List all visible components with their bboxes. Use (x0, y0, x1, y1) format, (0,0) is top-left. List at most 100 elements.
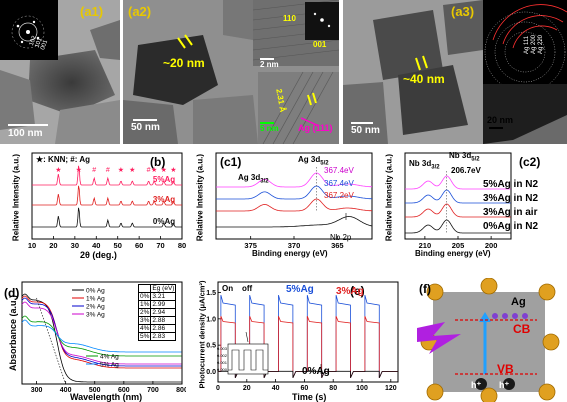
hole-label-1: h⁺ (471, 380, 482, 390)
series-label-5ag: 5%Ag (286, 284, 314, 295)
table-cell: 2.83 (150, 332, 177, 341)
x-tick-label-b: 20 (49, 241, 57, 250)
table-cell: 2.88 (150, 316, 177, 325)
inset-series-e (228, 349, 268, 371)
table-cell: 2.86 (150, 324, 177, 333)
electron-dot (502, 313, 508, 319)
table-cell: 2% (137, 308, 152, 317)
peak-marker-b: ★ (151, 166, 157, 174)
scale-bar-a3 (351, 122, 373, 124)
x-tick-label-d: 300 (31, 387, 43, 394)
inset-pointer (245, 331, 249, 343)
mechanism-diagram (417, 278, 560, 402)
panel-a2: (a2) ~20 nm 110 001 2 nm 2.31 Å Ag (111)… (123, 0, 339, 144)
table-cell: 3% (137, 316, 152, 325)
xps-nb-series-2 (405, 203, 511, 218)
energy-label-1: 367.2eV (324, 191, 354, 200)
x-axis-label-b: 2θ (deg.) (80, 250, 117, 260)
legend-label-d: 0% Ag (86, 288, 105, 295)
table-row: 3% 2.88 (137, 316, 177, 325)
ag-nanoparticle (542, 333, 560, 351)
y-tick-label-e: 0.0 (206, 369, 216, 376)
xps-ag-chart: 375 370 365 (215, 152, 373, 250)
x-tick-label-b: 70 (156, 241, 164, 250)
xrd-series-1 (32, 185, 182, 206)
ag-nanoparticle (538, 283, 556, 301)
fft-label-110: 110 (283, 14, 296, 23)
vb-label: VB (497, 362, 514, 376)
y-axis-label-e: Photocurrent density (μA/cm²) (197, 280, 207, 389)
on-label: On (222, 284, 234, 293)
x-axis-label-c1: Binding energy (eV) (252, 249, 328, 258)
peak-marker-b: # (92, 167, 96, 174)
x-tick-label-b: 50 (114, 241, 122, 250)
peak-label-text: Ag 3d (238, 173, 261, 182)
inset-y-tick-label-e: 0.000 (217, 367, 228, 372)
series-label-c2-1: 3%Ag in N2 (483, 193, 539, 204)
peak-label-sub: 3/2 (260, 178, 269, 185)
inset2-scale-bar-a2 (260, 122, 274, 124)
uvvis-series-3 (21, 301, 182, 365)
particle-size-a2: ~20 nm (163, 56, 205, 70)
peak-marker-b: ★ (118, 166, 124, 174)
legend-label-d: 2% Ag (86, 304, 105, 311)
panel-c2: 210 205 200 Relative Intensity (a.u.) Bind… (379, 145, 567, 263)
series-label-c2-0: 5%Ag in N2 (483, 179, 539, 190)
ag-plane-label: Ag (111) (298, 123, 333, 133)
xps-ag-series-0 (216, 172, 373, 188)
inset-y-tick-label-e: 0.002 (217, 353, 228, 358)
peak-label-nb52: Nb 3d5/2 (449, 151, 480, 163)
inset-scale-label-a3: 20 nm (487, 115, 514, 125)
peak-marker-b: ★ (76, 166, 82, 174)
peak-marker-b: ★ (170, 166, 176, 174)
peak-marker-b: ★ (129, 166, 135, 174)
x-tick-label-c1: 365 (331, 241, 344, 250)
x-axis-label-d: Wavelength (nm) (70, 392, 143, 402)
peak-label-nb32: Nb 3d3/2 (409, 159, 440, 171)
plot-frame (31, 152, 183, 240)
table-cell: 4% (137, 324, 152, 333)
electron-dot (492, 313, 498, 319)
peak-label-sub: 5/2 (320, 160, 329, 167)
xps-nb-series-3 (405, 219, 511, 234)
uvvis-series-2 (21, 297, 182, 367)
ag-particles (420, 278, 560, 402)
ag-nanoparticle (426, 383, 444, 401)
panel-e: 0 20 40 60 80 100 120 1.5 1.0 0.5 0.0 0.003 0.002 0.0… (190, 278, 402, 402)
tangent-line (36, 297, 66, 385)
scale-bar-a1 (8, 124, 48, 126)
nb2p-label: Nb 2p (330, 233, 352, 242)
panel-label-d: (d) (4, 286, 20, 300)
inset-frame-e (227, 343, 269, 375)
x-tick-label-e: 120 (385, 385, 397, 392)
cb-label: CB (513, 322, 531, 336)
xps-nb-chart: 210 205 200 (404, 152, 512, 250)
x-tick-label-b: 40 (92, 241, 100, 250)
hole-label-2: h⁺ (499, 380, 510, 390)
peak-label-text: Nb 3d (409, 159, 432, 168)
x-tick-label-c1: 375 (244, 241, 257, 250)
ag-nanoparticle (426, 283, 444, 301)
x-tick-label-c2: 205 (452, 241, 465, 250)
off-label: off (242, 284, 253, 293)
y-axis-label-b: Relative Intensity (a.u.) (11, 153, 21, 242)
series-label-c2-3: 0%Ag in N2 (483, 221, 539, 232)
saed-label: Ag 111 (524, 35, 531, 55)
fft-label-001: 001 (313, 40, 327, 49)
x-tick-label-b: 10 (28, 241, 36, 250)
xps-nb-series-1 (405, 189, 511, 204)
xps-ag-series-3 (216, 216, 373, 228)
panel-f: (f) Ag CB VB h⁺ h⁺ (415, 278, 567, 402)
x-tick-label-e: 0 (216, 385, 220, 392)
tem-image-a1 (0, 0, 120, 144)
x-tick-label-c2: 210 (419, 241, 432, 250)
hole-dot (503, 378, 515, 390)
table-cell: 5% (137, 332, 152, 341)
table-cell: 1% (137, 300, 152, 309)
plot-frame (217, 281, 399, 383)
panel-label-e: (e) (350, 284, 365, 298)
series-label-b: 5%Ag (153, 175, 175, 184)
inset2-scale-label-a2: 5 nm (260, 124, 279, 133)
light-bolt-icon (417, 322, 461, 354)
series-label-c2-2: 3%Ag in air (483, 207, 538, 218)
